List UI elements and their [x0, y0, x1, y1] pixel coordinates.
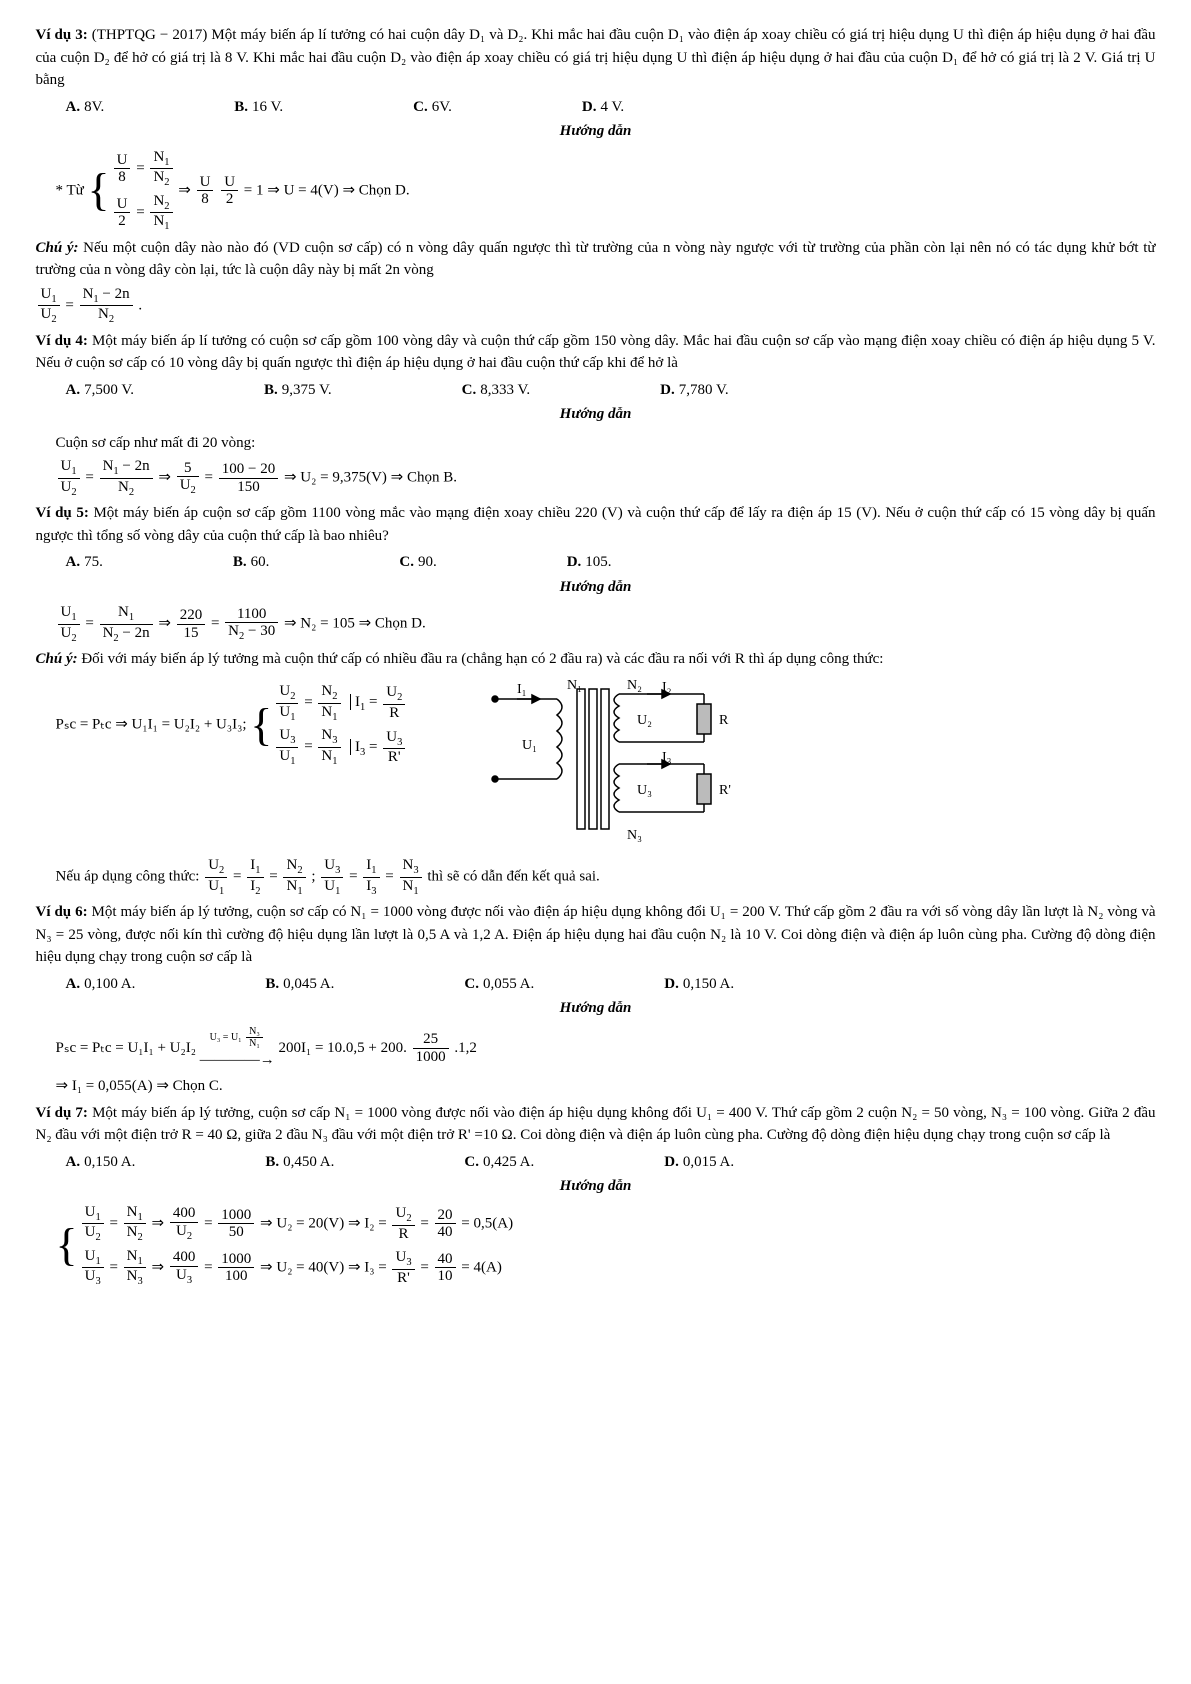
vd5-hd: Hướng dẫn	[36, 576, 1156, 599]
vd7-options: A.0,150 A. B.0,450 A. C.0,425 A. D.0,015…	[66, 1151, 1156, 1174]
svg-text:U₁: U₁	[522, 738, 537, 753]
vd5-stem: Ví dụ 5: Một máy biến áp cuộn sơ cấp gồm…	[36, 502, 1156, 547]
vd3-optB: B.16 V.	[234, 96, 283, 119]
svg-text:U₃: U₃	[637, 783, 652, 798]
svg-text:I₂: I₂	[662, 680, 672, 695]
note1: Chú ý: Nếu một cuộn dây nào nào đó (VD c…	[36, 237, 1156, 282]
svg-text:U₂: U₂	[637, 713, 652, 728]
vd3-title: Ví dụ 3:	[36, 27, 88, 43]
vd7-hd: Hướng dẫn	[36, 1175, 1156, 1198]
vd6-solution-2: ⇒ I₁ = 0,055(A) ⇒ Chọn C.	[56, 1075, 1156, 1098]
vd3-optC: C.6V.	[413, 96, 452, 119]
transformer-diagram: I₁ N₁ U₁ N₂ I₂ U₂ R I₃ U₃ R' N₃	[487, 679, 807, 849]
vd3-solution: * Từ { U8 = N1N2 U2 = N2N1 ⇒ U8 U2 = 1 ⇒…	[56, 149, 1156, 233]
vd7-solution: { U1U2 = N1N2 ⇒ 400U2 = 100050 ⇒ U₂ = 20…	[56, 1204, 1156, 1288]
note2-formula-and-diagram: Pₛc = Pₜc ⇒ U₁I₁ = U₂I₂ + U₃I₃; { U2U1 =…	[36, 679, 1156, 849]
vd3-hd: Hướng dẫn	[36, 120, 1156, 143]
vd6-solution-1: Pₛc = Pₜc = U₁I₁ + U₂I₂ U₃ = U₁ N₃N₁ ———…	[56, 1026, 1156, 1072]
svg-text:N₂: N₂	[627, 679, 642, 693]
vd4-hd: Hướng dẫn	[36, 403, 1156, 426]
note2-wrong: Nếu áp dụng công thức: U2U1 = I1I2 = N2N…	[56, 857, 1156, 897]
vd7-stem: Ví dụ 7: Một máy biến áp lý tưởng, cuộn …	[36, 1102, 1156, 1147]
vd6-options: A.0,100 A. B.0,045 A. C.0,055 A. D.0,150…	[66, 973, 1156, 996]
note1-formula: U1U2 = N1 − 2nN2 .	[36, 286, 1156, 326]
svg-text:N₃: N₃	[627, 828, 642, 843]
vd5-options: A.75. B.60. C.90. D.105.	[66, 551, 1156, 574]
svg-text:R: R	[719, 713, 729, 728]
vd3-options: A.8V. B.16 V. C.6V. D.4 V.	[66, 96, 1156, 119]
vd6-stem: Ví dụ 6: Một máy biến áp lý tưởng, cuộn …	[36, 901, 1156, 969]
vd3-stem: Ví dụ 3: (THPTQG − 2017) Một máy biến áp…	[36, 24, 1156, 92]
note2: Chú ý: Đối với máy biến áp lý tưởng mà c…	[36, 648, 1156, 671]
vd3-optA: A.8V.	[66, 96, 105, 119]
svg-text:R': R'	[719, 783, 731, 798]
vd3-source: (THPTQG − 2017)	[92, 27, 208, 43]
vd6-hd: Hướng dẫn	[36, 997, 1156, 1020]
vd4-solution: U1U2 = N1 − 2nN2 ⇒ 5U2 = 100 − 20150 ⇒ U…	[56, 458, 1156, 498]
svg-text:I₃: I₃	[662, 750, 672, 765]
svg-text:N₁: N₁	[567, 679, 582, 693]
vd4-stem: Ví dụ 4: Một máy biến áp lí tưởng có cuộ…	[36, 330, 1156, 375]
svg-text:I₁: I₁	[517, 682, 527, 697]
vd5-solution: U1U2 = N1N2 − 2n ⇒ 22015 = 1100N2 − 30 ⇒…	[56, 604, 1156, 644]
vd4-options: A.7,500 V. B.9,375 V. C.8,333 V. D.7,780…	[66, 379, 1156, 402]
vd4-line1: Cuộn sơ cấp như mất đi 20 vòng:	[56, 432, 1156, 455]
vd3-optD: D.4 V.	[582, 96, 624, 119]
